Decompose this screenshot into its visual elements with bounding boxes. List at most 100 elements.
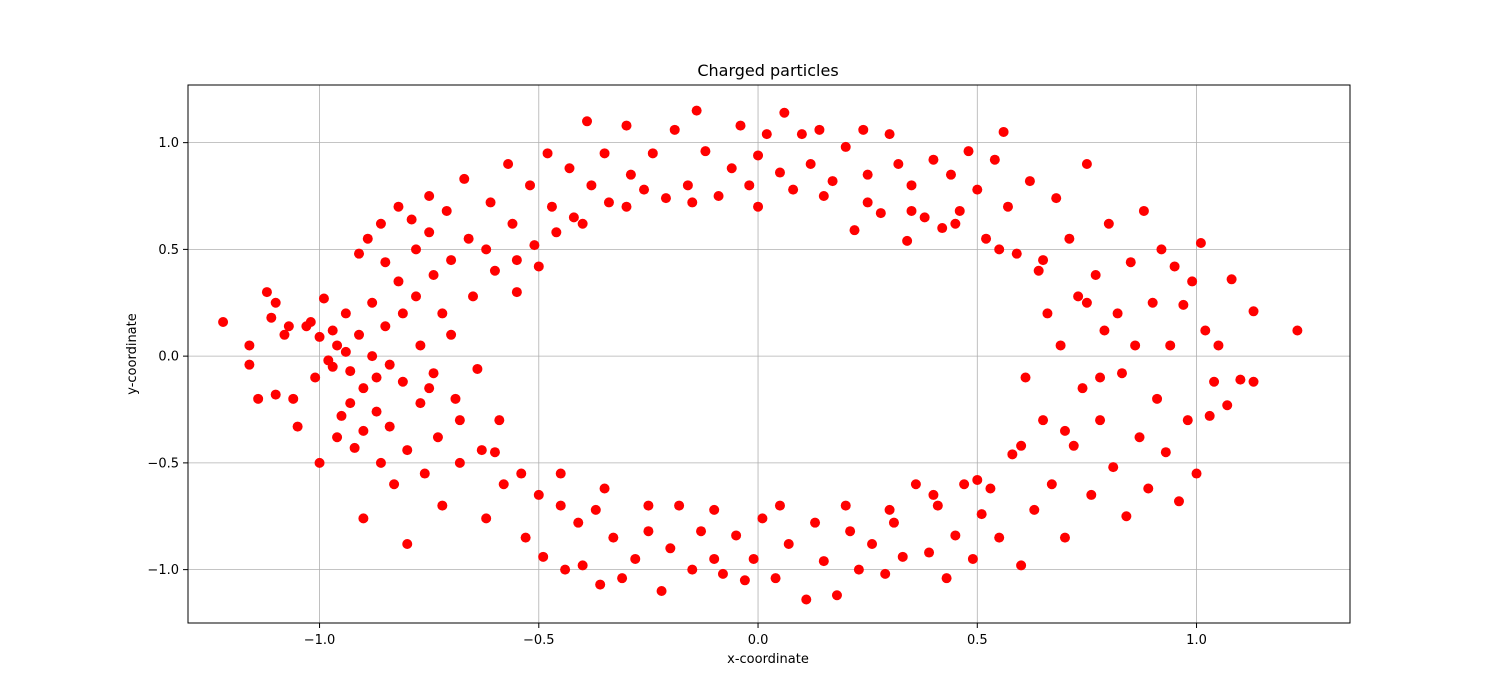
- data-point: [932, 500, 943, 511]
- data-point: [796, 129, 807, 140]
- data-point: [393, 276, 404, 287]
- data-point: [424, 227, 435, 238]
- data-point: [818, 191, 829, 202]
- data-point: [1077, 383, 1088, 394]
- data-point: [972, 184, 983, 195]
- data-point: [459, 173, 470, 184]
- data-point: [1095, 415, 1106, 426]
- data-point: [928, 489, 939, 500]
- data-point: [994, 532, 1005, 543]
- data-point: [481, 244, 492, 255]
- data-point: [1156, 244, 1167, 255]
- data-point: [1134, 432, 1145, 443]
- data-point: [1064, 233, 1075, 244]
- data-point: [1178, 299, 1189, 310]
- x-tick-label: 1.0: [1186, 633, 1207, 648]
- data-point: [375, 457, 386, 468]
- data-point: [446, 329, 457, 340]
- data-point: [560, 564, 571, 575]
- data-point: [682, 180, 693, 191]
- data-point: [367, 351, 378, 362]
- data-point: [810, 517, 821, 528]
- data-point: [849, 225, 860, 236]
- data-point: [415, 398, 426, 409]
- data-point: [1081, 158, 1092, 169]
- data-point: [1011, 248, 1022, 259]
- data-point: [981, 233, 992, 244]
- data-point: [972, 474, 983, 485]
- data-point: [945, 169, 956, 180]
- data-point: [503, 158, 514, 169]
- data-point: [845, 526, 856, 537]
- data-point: [963, 146, 974, 157]
- data-point: [717, 568, 728, 579]
- data-point: [327, 325, 338, 336]
- data-point: [454, 457, 465, 468]
- data-point: [441, 205, 452, 216]
- data-point: [1073, 291, 1084, 302]
- data-point: [853, 564, 864, 575]
- data-point: [1138, 205, 1149, 216]
- data-point: [393, 201, 404, 212]
- data-point: [1112, 308, 1123, 319]
- data-point: [1182, 415, 1193, 426]
- data-point: [371, 372, 382, 383]
- data-point: [424, 191, 435, 202]
- data-point: [327, 361, 338, 372]
- data-point: [639, 184, 650, 195]
- data-point: [774, 167, 785, 178]
- data-point: [345, 398, 356, 409]
- data-point: [902, 235, 913, 246]
- data-point: [525, 180, 536, 191]
- data-point: [384, 421, 395, 432]
- data-point: [520, 532, 531, 543]
- data-point: [354, 329, 365, 340]
- data-point: [608, 532, 619, 543]
- data-point: [406, 214, 417, 225]
- data-point: [779, 107, 790, 118]
- data-point: [625, 169, 636, 180]
- data-point: [454, 415, 465, 426]
- data-point: [419, 468, 430, 479]
- data-point: [468, 291, 479, 302]
- data-point: [1235, 374, 1246, 385]
- data-point: [669, 124, 680, 135]
- y-axis-label: y-coordinate: [125, 313, 140, 395]
- data-point: [358, 425, 369, 436]
- data-point: [753, 150, 764, 161]
- data-point: [687, 197, 698, 208]
- data-point: [739, 575, 750, 586]
- data-point: [279, 329, 290, 340]
- data-point: [516, 468, 527, 479]
- data-point: [332, 340, 343, 351]
- data-point: [1226, 274, 1237, 285]
- data-point: [428, 368, 439, 379]
- x-tick-label: −1.0: [304, 633, 336, 648]
- data-point: [314, 331, 325, 342]
- data-point: [691, 105, 702, 116]
- data-point: [617, 573, 628, 584]
- data-point: [498, 479, 509, 490]
- data-point: [437, 500, 448, 511]
- data-point: [954, 205, 965, 216]
- data-point: [1099, 325, 1110, 336]
- y-axis-ticks: −1.0 −0.5 0.0 0.5 1.0: [147, 136, 188, 578]
- data-point: [546, 201, 557, 212]
- data-point: [1292, 325, 1303, 336]
- data-point: [1165, 340, 1176, 351]
- data-point: [687, 564, 698, 575]
- data-point: [814, 124, 825, 135]
- data-point: [485, 197, 496, 208]
- data-point: [1121, 511, 1132, 522]
- data-point: [397, 308, 408, 319]
- grid-lines: [188, 85, 1350, 623]
- data-point: [950, 530, 961, 541]
- data-point: [411, 244, 422, 255]
- data-point: [402, 445, 413, 456]
- data-point: [805, 158, 816, 169]
- y-tick-label: −1.0: [147, 563, 179, 578]
- data-point: [529, 240, 540, 251]
- data-point: [603, 197, 614, 208]
- data-point: [888, 517, 899, 528]
- data-point: [349, 442, 360, 453]
